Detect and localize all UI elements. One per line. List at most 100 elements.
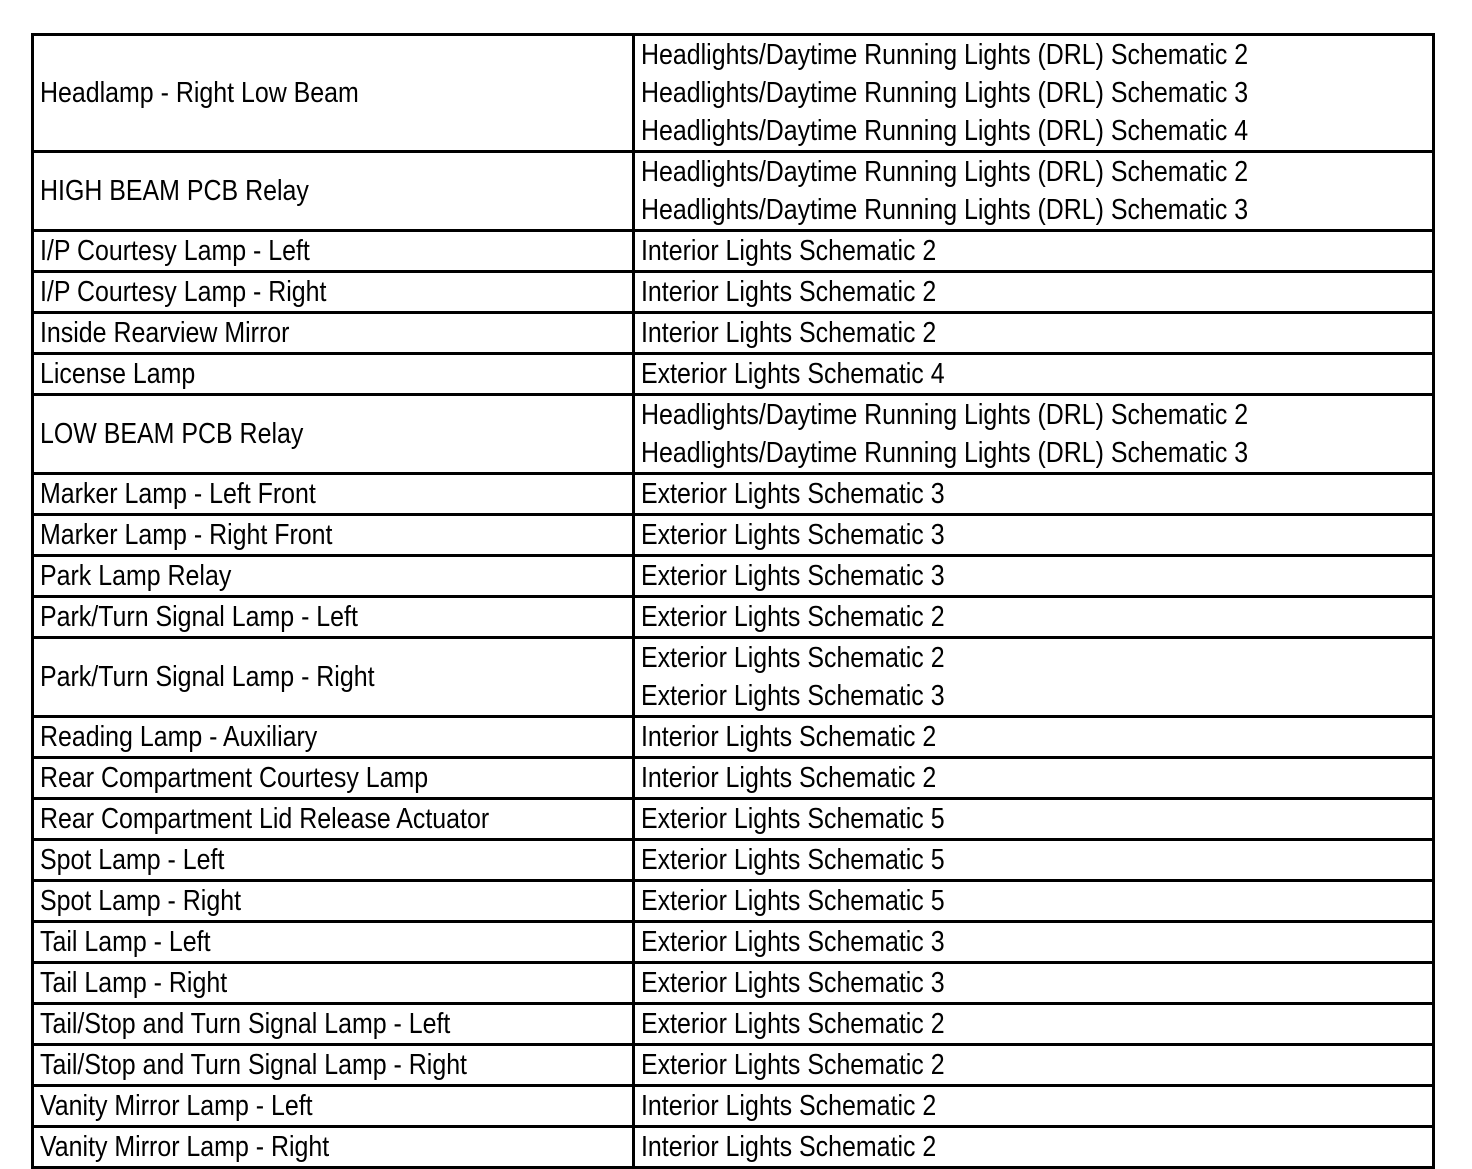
component-cell: HIGH BEAM PCB Relay	[31, 150, 635, 232]
schematic-reference: Exterior Lights Schematic 5	[641, 844, 945, 876]
schematic-list: Exterior Lights Schematic 3	[641, 516, 1430, 554]
schematic-reference: Interior Lights Schematic 2	[641, 1131, 937, 1163]
schematic-cell: Headlights/Daytime Running Lights (DRL) …	[632, 393, 1435, 475]
schematic-cell: Exterior Lights Schematic 5	[632, 838, 1435, 882]
component-label: Tail/Stop and Turn Signal Lamp - Right	[40, 1049, 467, 1081]
component-label: Headlamp - Right Low Beam	[40, 77, 359, 109]
schematic-reference: Exterior Lights Schematic 3	[641, 519, 945, 551]
table-row: Marker Lamp - Left Front Exterior Lights …	[31, 472, 1435, 516]
table-row: Tail Lamp - Left Exterior Lights Schemati…	[31, 920, 1435, 964]
table-row: Spot Lamp - Left Exterior Lights Schemati…	[31, 838, 1435, 882]
table-row: Spot Lamp - Right Exterior Lights Schemat…	[31, 879, 1435, 923]
schematic-reference: Exterior Lights Schematic 3	[641, 560, 945, 592]
table-row: License Lamp Exterior Lights Schematic 4	[31, 352, 1435, 396]
schematic-list: Exterior Lights Schematic 5	[641, 882, 1430, 920]
schematic-reference: Headlights/Daytime Running Lights (DRL) …	[641, 194, 1249, 226]
schematic-cell: Exterior Lights Schematic 2	[632, 595, 1435, 639]
schematic-reference: Exterior Lights Schematic 3	[641, 967, 945, 999]
component-label: Vanity Mirror Lamp - Right	[40, 1131, 330, 1163]
table-row: Park/Turn Signal Lamp - Left Exterior Lig…	[31, 595, 1435, 639]
component-label: Park Lamp Relay	[40, 560, 232, 592]
schematic-list: Exterior Lights Schematic 2	[641, 1046, 1430, 1084]
component-label: Marker Lamp - Left Front	[40, 478, 316, 510]
schematic-reference: Interior Lights Schematic 2	[641, 235, 937, 267]
component-cell: Inside Rearview Mirror	[31, 311, 635, 355]
component-cell: Park Lamp Relay	[31, 554, 635, 598]
component-label: License Lamp	[40, 358, 196, 390]
schematic-reference: Exterior Lights Schematic 2	[641, 642, 945, 674]
component-label: Tail Lamp - Left	[40, 926, 211, 958]
component-label: Inside Rearview Mirror	[40, 317, 290, 349]
component-cell: Vanity Mirror Lamp - Left	[31, 1084, 635, 1128]
component-label: Vanity Mirror Lamp - Left	[40, 1090, 313, 1122]
schematic-list: Interior Lights Schematic 2	[641, 718, 1430, 756]
schematic-list: Interior Lights Schematic 2	[641, 759, 1430, 797]
schematic-list: Exterior Lights Schematic 5	[641, 800, 1430, 838]
schematic-list: Headlights/Daytime Running Lights (DRL) …	[641, 396, 1430, 472]
schematic-list: Exterior Lights Schematic 3	[641, 557, 1430, 595]
schematic-reference: Headlights/Daytime Running Lights (DRL) …	[641, 437, 1249, 469]
component-cell: Tail/Stop and Turn Signal Lamp - Right	[31, 1043, 635, 1087]
table-row: HIGH BEAM PCB Relay Headlights/Daytime Ru…	[31, 150, 1435, 232]
schematic-list: Interior Lights Schematic 2	[641, 1087, 1430, 1125]
table-row: Rear Compartment Lid Release Actuator Ext…	[31, 797, 1435, 841]
table-row: Headlamp - Right Low Beam Headlights/Dayt…	[31, 33, 1435, 153]
component-cell: Tail Lamp - Left	[31, 920, 635, 964]
component-label: I/P Courtesy Lamp - Left	[40, 235, 310, 267]
component-label: Spot Lamp - Left	[40, 844, 225, 876]
table-row: Rear Compartment Courtesy Lamp Interior L…	[31, 756, 1435, 800]
schematic-reference: Headlights/Daytime Running Lights (DRL) …	[641, 399, 1249, 431]
table-row: Vanity Mirror Lamp - Left Interior Lights…	[31, 1084, 1435, 1128]
component-label: Park/Turn Signal Lamp - Left	[40, 601, 358, 633]
table-row: Tail Lamp - Right Exterior Lights Schemat…	[31, 961, 1435, 1005]
component-label: I/P Courtesy Lamp - Right	[40, 276, 327, 308]
table-row: LOW BEAM PCB Relay Headlights/Daytime Run…	[31, 393, 1435, 475]
component-cell: Spot Lamp - Left	[31, 838, 635, 882]
schematic-list: Exterior Lights Schematic 2 Exterior Ligh…	[641, 639, 1430, 715]
schematic-cell: Exterior Lights Schematic 2	[632, 1002, 1435, 1046]
component-cell: Reading Lamp - Auxiliary	[31, 715, 635, 759]
schematic-cell: Exterior Lights Schematic 3	[632, 920, 1435, 964]
component-label: HIGH BEAM PCB Relay	[40, 175, 309, 207]
component-cell: Spot Lamp - Right	[31, 879, 635, 923]
table-row: I/P Courtesy Lamp - Right Interior Lights…	[31, 270, 1435, 314]
schematic-list: Exterior Lights Schematic 4	[641, 355, 1430, 393]
schematic-reference: Exterior Lights Schematic 5	[641, 885, 945, 917]
table-row: Park Lamp Relay Exterior Lights Schematic…	[31, 554, 1435, 598]
schematic-list: Exterior Lights Schematic 2	[641, 598, 1430, 636]
component-label: Park/Turn Signal Lamp - Right	[40, 661, 375, 693]
table-row: Tail/Stop and Turn Signal Lamp - Left Ext…	[31, 1002, 1435, 1046]
component-cell: Rear Compartment Courtesy Lamp	[31, 756, 635, 800]
schematic-cell: Interior Lights Schematic 2	[632, 311, 1435, 355]
table-row: Vanity Mirror Lamp - Right Interior Light…	[31, 1125, 1435, 1169]
component-cell: I/P Courtesy Lamp - Left	[31, 229, 635, 273]
schematic-reference: Exterior Lights Schematic 5	[641, 803, 945, 835]
component-cell: Tail Lamp - Right	[31, 961, 635, 1005]
schematic-reference: Interior Lights Schematic 2	[641, 1090, 937, 1122]
schematic-reference: Headlights/Daytime Running Lights (DRL) …	[641, 156, 1249, 188]
schematic-list: Headlights/Daytime Running Lights (DRL) …	[641, 153, 1430, 229]
schematic-list: Exterior Lights Schematic 3	[641, 964, 1430, 1002]
table-row: Inside Rearview Mirror Interior Lights Sc…	[31, 311, 1435, 355]
schematic-cell: Interior Lights Schematic 2	[632, 715, 1435, 759]
schematic-cell: Interior Lights Schematic 2	[632, 1084, 1435, 1128]
component-label: LOW BEAM PCB Relay	[40, 418, 304, 450]
component-cell: Park/Turn Signal Lamp - Left	[31, 595, 635, 639]
table-row: Marker Lamp - Right Front Exterior Lights…	[31, 513, 1435, 557]
schematic-list: Interior Lights Schematic 2	[641, 273, 1430, 311]
schematic-reference: Interior Lights Schematic 2	[641, 721, 937, 753]
component-schematic-table-wrap: Headlamp - Right Low Beam Headlights/Dayt…	[31, 33, 1435, 1169]
schematic-reference: Exterior Lights Schematic 3	[641, 478, 945, 510]
component-cell: Park/Turn Signal Lamp - Right	[31, 636, 635, 718]
table-row: I/P Courtesy Lamp - Left Interior Lights …	[31, 229, 1435, 273]
schematic-reference: Exterior Lights Schematic 2	[641, 601, 945, 633]
component-cell: LOW BEAM PCB Relay	[31, 393, 635, 475]
component-label: Reading Lamp - Auxiliary	[40, 721, 318, 753]
component-cell: Headlamp - Right Low Beam	[31, 33, 635, 153]
schematic-reference: Interior Lights Schematic 2	[641, 762, 937, 794]
schematic-cell: Interior Lights Schematic 2	[632, 270, 1435, 314]
schematic-cell: Interior Lights Schematic 2	[632, 1125, 1435, 1169]
component-cell: Vanity Mirror Lamp - Right	[31, 1125, 635, 1169]
schematic-list: Exterior Lights Schematic 5	[641, 841, 1430, 879]
